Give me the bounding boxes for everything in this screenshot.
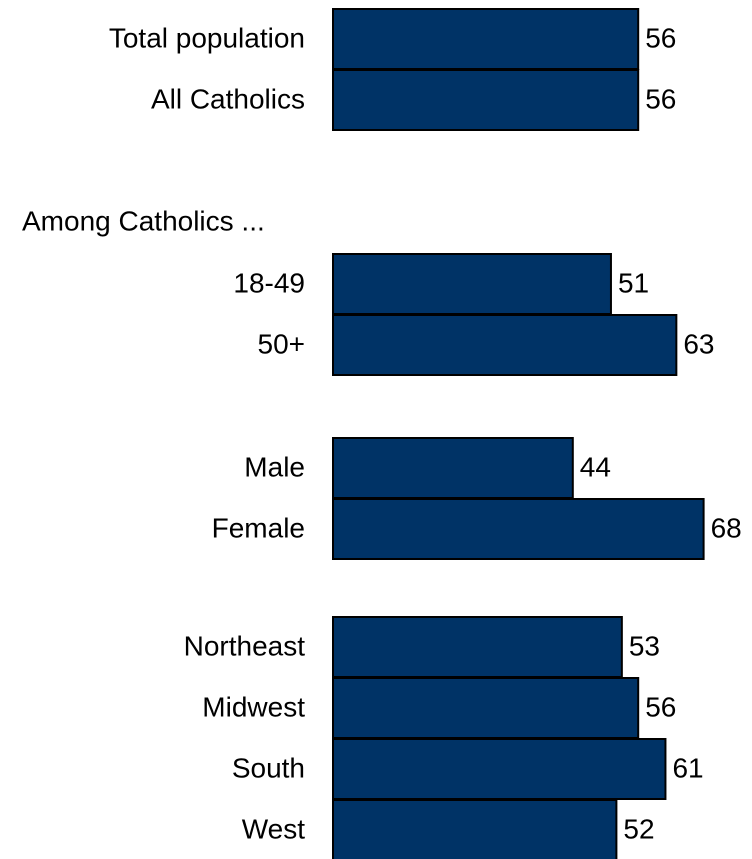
bar-south [332,738,667,800]
category-label-50: 50+ [258,328,306,359]
category-label-male: Male [244,451,305,482]
category-label-all-catholics: All Catholics [151,83,305,114]
category-label-west: West [242,813,305,844]
bar-all-catholics [332,69,640,131]
bar-west [332,799,618,859]
category-label-18-49: 18-49 [233,267,305,298]
value-label-west: 52 [623,813,654,844]
bar-male [332,437,574,499]
value-label-male: 44 [580,451,611,482]
value-label-18-49: 51 [618,267,649,298]
category-label-northeast: Northeast [184,630,306,661]
category-label-total-population: Total population [109,22,305,53]
category-label-female: Female [212,512,305,543]
bar-northeast [332,616,623,678]
value-label-total-population: 56 [645,22,676,53]
bar-50 [332,314,678,376]
value-label-50: 63 [683,328,714,359]
value-label-female: 68 [711,512,742,543]
category-label-midwest: Midwest [202,691,305,722]
bar-18-49 [332,253,612,315]
value-label-northeast: 53 [629,630,660,661]
value-label-all-catholics: 56 [645,83,676,114]
value-label-south: 61 [672,752,703,783]
value-label-midwest: 56 [645,691,676,722]
category-label-south: South [232,752,305,783]
bar-female [332,498,705,560]
bar-total-population [332,8,640,70]
bar-midwest [332,677,640,739]
group-heading: Among Catholics ... [22,205,265,236]
